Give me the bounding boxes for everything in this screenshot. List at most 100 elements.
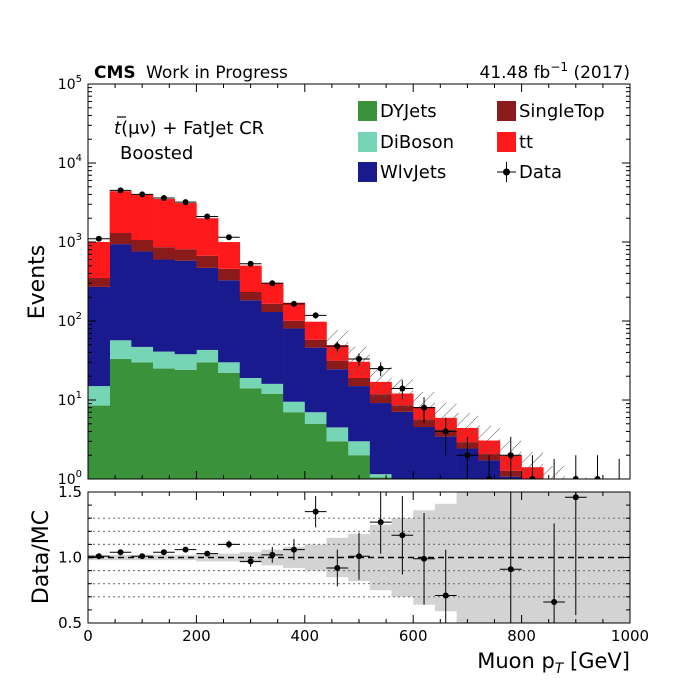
ytick-main-label-4: 104 (58, 153, 82, 172)
data-point-7 (247, 260, 254, 267)
ratio-point-12 (356, 553, 362, 560)
legend-swatch-dyjets (358, 101, 377, 121)
stack-bar-wlvjets-10 (304, 347, 327, 413)
ytick-main-label-0: 100 (58, 469, 82, 488)
ytick-base: 10 (58, 314, 76, 330)
ytick-main-label-1: 101 (58, 390, 82, 409)
legend: DYJets SingleTop DiBoson tt WlvJets Data (358, 101, 605, 183)
stack-bar-diboson-7 (239, 377, 262, 389)
stack-bar-singletop-12 (348, 377, 371, 387)
stack-bar-wlvjets-4 (174, 260, 197, 355)
ratio-axes: 0.5 1.0 1.5 0 200 400 600 800 1000 (58, 483, 649, 645)
x-label-var: Muon p (477, 649, 555, 673)
xtick-label-4: 800 (507, 627, 536, 645)
stack-bar-wlvjets-1 (109, 244, 132, 341)
stack-bar-singletop-5 (196, 255, 219, 268)
data-point-9 (290, 300, 297, 307)
stack-bar-dyjets-6 (218, 372, 241, 479)
stack-bar-dyjets-0 (88, 405, 110, 479)
ratio-point-2 (139, 553, 146, 560)
data-point-16 (442, 428, 449, 435)
ytick-main-label-3: 103 (58, 232, 82, 251)
stack-bar-dyjets-10 (304, 423, 327, 479)
stack-bar-dyjets-1 (109, 359, 132, 479)
ytick-ratio-label-0: 0.5 (58, 614, 82, 632)
ratio-point-0 (95, 553, 102, 560)
stack-bar-singletop-9 (283, 320, 306, 329)
stack-bar-diboson-8 (261, 383, 284, 394)
ratio-point-8 (269, 551, 276, 558)
data-point-5 (204, 213, 211, 220)
x-label-unit: [GeV] (570, 649, 630, 673)
stack-bar-tt-4 (174, 203, 197, 250)
stack-bar-singletop-11 (326, 360, 349, 370)
stack-bar-wlvjets-7 (239, 300, 262, 378)
stack-bar-tt-7 (239, 265, 262, 292)
data-point-14 (399, 385, 406, 392)
xtick-label-2: 400 (290, 627, 319, 645)
ratio-point-13 (377, 519, 384, 526)
ytick-exp: 3 (76, 232, 82, 243)
stack-bar-tt-3 (153, 199, 176, 248)
stack-bar-singletop-20 (522, 482, 544, 488)
stack-bar-wlvjets-5 (196, 267, 219, 350)
stack-bar-diboson-5 (196, 349, 219, 363)
stack-bar-dyjets-13 (369, 477, 392, 479)
ytick-ratio-label-2: 1.5 (58, 483, 82, 501)
stack-bar-wlvjets-13 (369, 403, 392, 475)
stack-bar-dyjets-12 (348, 455, 371, 479)
data-point-19 (507, 452, 514, 459)
header-experiment: CMS (94, 63, 136, 83)
ratio-band-10 (304, 544, 327, 571)
data-point-12 (356, 356, 362, 363)
stack-bar-singletop-10 (304, 339, 327, 348)
stack-bar-wlvjets-14 (391, 411, 414, 479)
stack-bar-dyjets-8 (261, 393, 284, 479)
ytick-base: 10 (58, 393, 76, 409)
stack-bar-wlvjets-3 (153, 259, 176, 352)
stack-bar-diboson-6 (218, 362, 241, 373)
stack-bar-singletop-8 (261, 303, 284, 312)
stack-bar-diboson-9 (283, 401, 306, 413)
stack-bar-dyjets-3 (153, 368, 176, 479)
stack-bar-diboson-4 (174, 354, 197, 370)
ratio-point-15 (421, 555, 428, 562)
ratio-point-19 (572, 494, 579, 501)
stack-bar-tt-2 (131, 194, 154, 241)
ratio-point-1 (117, 549, 124, 556)
data-point-8 (269, 280, 276, 287)
stack-bar-wlvjets-15 (413, 427, 436, 479)
stack-bar-wlvjets-11 (326, 369, 349, 428)
stack-bar-singletop-2 (131, 240, 154, 252)
header-luminosity: 41.48 fb−1 (2017) (480, 60, 631, 83)
region-label-t: t (114, 118, 122, 139)
mc-uncertainty-18 (478, 425, 500, 456)
legend-label-data: Data (519, 162, 562, 183)
ytick-ratio-label-1: 1.0 (58, 549, 82, 567)
ratio-plot (88, 492, 630, 623)
data-point-0 (95, 235, 102, 242)
ratio-point-6 (225, 541, 232, 548)
lumi-value: 41.48 fb (480, 63, 551, 83)
y-axis-label-main: Events (25, 245, 50, 320)
y-axis-label-ratio: Data/MC (29, 510, 54, 604)
stack-bar-dyjets-4 (174, 369, 197, 479)
stack-bar-singletop-4 (174, 249, 197, 261)
stack-bar-diboson-10 (304, 412, 327, 424)
ratio-band-4 (174, 554, 197, 561)
lumi-exponent: −1 (550, 60, 568, 74)
stack-bar-wlvjets-12 (348, 386, 371, 442)
stack-bar-singletop-3 (153, 247, 176, 260)
main-plot (88, 187, 620, 488)
ytick-base: 10 (58, 77, 76, 93)
ytick-exp: 2 (76, 311, 82, 322)
stack-bar-wlvjets-8 (261, 311, 284, 384)
stack-bar-singletop-6 (218, 268, 241, 281)
legend-label-diboson: DiBoson (380, 132, 454, 153)
ratio-point-16 (442, 592, 449, 599)
ratio-point-3 (160, 549, 167, 556)
data-point-13 (377, 365, 384, 372)
stack-bar-dyjets-11 (326, 441, 349, 479)
region-sublabel: Boosted (120, 143, 193, 164)
